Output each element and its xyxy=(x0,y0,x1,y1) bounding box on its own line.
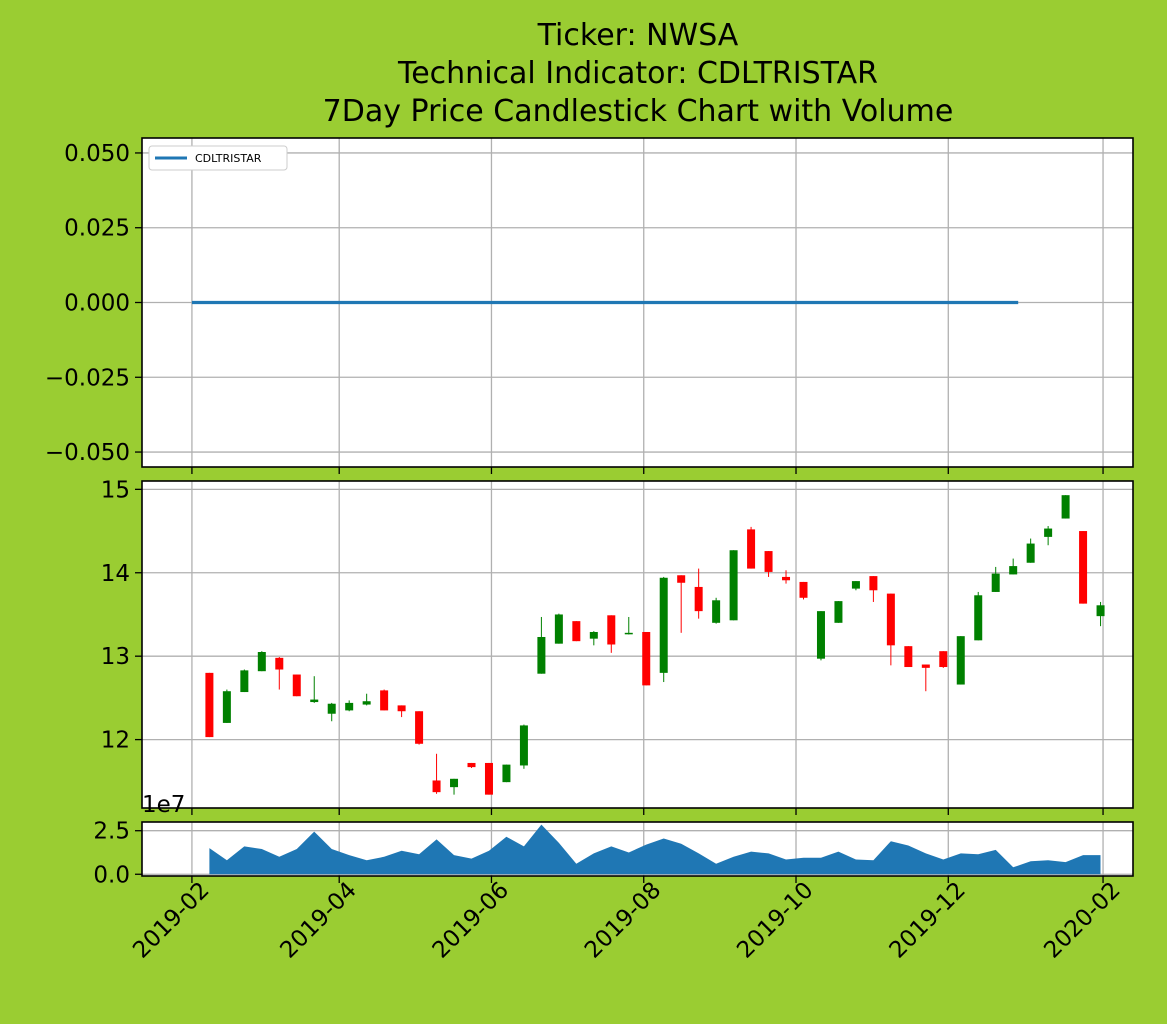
candle-body xyxy=(921,664,930,668)
candle-body xyxy=(345,702,354,711)
candle-body xyxy=(519,725,528,766)
candle-body xyxy=(484,762,493,795)
candle-body xyxy=(397,705,406,712)
x-tick-label: 2019-12 xyxy=(885,877,971,963)
title-line-1: Ticker: NWSA xyxy=(537,18,739,53)
candle-body xyxy=(869,576,878,591)
candle-body xyxy=(362,701,371,705)
candle-body xyxy=(834,601,843,623)
candle-body xyxy=(974,595,983,641)
candle-body xyxy=(222,691,231,723)
candle-body xyxy=(572,621,581,642)
candle-body xyxy=(764,551,773,572)
indicator-ytick-label: −0.025 xyxy=(45,365,130,391)
candle-body xyxy=(467,762,476,768)
candle-body xyxy=(851,581,860,589)
candle-body xyxy=(450,778,459,788)
candle-body xyxy=(1009,566,1018,575)
candle-body xyxy=(380,690,389,711)
x-tick-label: 2019-08 xyxy=(580,877,666,963)
candle-body xyxy=(694,586,703,612)
indicator-ytick-label: 0.050 xyxy=(64,141,130,167)
candle-body xyxy=(904,646,913,668)
candle-body xyxy=(554,614,563,644)
candle-body xyxy=(956,636,965,685)
volume-area xyxy=(209,824,1101,875)
price-ytick-label: 12 xyxy=(101,728,130,754)
candle-body xyxy=(502,764,511,783)
candle-body xyxy=(991,573,1000,592)
candle-body xyxy=(257,652,266,672)
price-ytick-label: 13 xyxy=(101,644,130,670)
candle-body xyxy=(537,636,546,674)
candle-body xyxy=(677,575,686,583)
x-tick-label: 2019-04 xyxy=(275,877,361,963)
candle-body xyxy=(275,657,284,670)
candle-body xyxy=(1044,528,1053,537)
candle-body xyxy=(1079,531,1088,604)
candle-body xyxy=(589,631,598,639)
price-ytick-label: 14 xyxy=(101,561,130,587)
candle-body xyxy=(205,672,214,738)
volume-ytick-label: 2.5 xyxy=(93,819,130,845)
candle-body xyxy=(712,600,721,623)
candle-body xyxy=(1026,543,1035,563)
price-frame xyxy=(141,480,1134,809)
x-tick-label: 2019-02 xyxy=(128,877,214,963)
price-panel: 15 14 13 12 xyxy=(101,477,1134,815)
candle-body xyxy=(310,699,319,703)
indicator-ytick-label: 0.000 xyxy=(64,291,130,317)
volume-offset-label: 1e7 xyxy=(142,792,185,818)
candle-body xyxy=(432,780,441,793)
volume-frame xyxy=(141,821,1134,877)
x-tick-label: 2019-06 xyxy=(428,877,514,963)
candle-body xyxy=(816,611,825,659)
x-tick-label: 2020-02 xyxy=(1039,877,1125,963)
candle-body xyxy=(1096,605,1105,617)
x-tick-label: 2019-10 xyxy=(732,877,818,963)
candle-body xyxy=(659,577,668,673)
candle-body xyxy=(747,529,756,569)
candle-body xyxy=(624,632,633,635)
candle-body xyxy=(799,581,808,598)
candle-body xyxy=(607,615,616,645)
candle-body xyxy=(939,651,948,668)
candle-body xyxy=(240,670,249,693)
candle-body xyxy=(782,576,791,581)
price-plot-area xyxy=(142,481,1133,808)
x-axis: 2019-02 2019-04 2019-06 2019-08 2019-10 2019-… xyxy=(128,877,1125,963)
price-ytick-label: 15 xyxy=(101,477,130,503)
title-line-3: 7Day Price Candlestick Chart with Volume xyxy=(323,94,954,129)
candle-body xyxy=(729,550,738,621)
candle-body xyxy=(292,674,301,697)
legend-label: CDLTRISTAR xyxy=(195,152,262,165)
volume-panel: 2.5 0.0 1e7 xyxy=(93,792,1134,888)
candle-body xyxy=(886,593,895,646)
indicator-frame xyxy=(141,137,1134,468)
candle-body xyxy=(642,631,651,686)
volume-ytick-label: 0.0 xyxy=(93,862,130,888)
candle-body xyxy=(1061,495,1070,519)
indicator-ytick-label: −0.050 xyxy=(45,440,130,466)
candle-body xyxy=(327,703,336,714)
candle-body xyxy=(415,711,424,744)
title-line-2: Technical Indicator: CDLTRISTAR xyxy=(397,56,878,91)
indicator-panel: 0.050 0.025 0.000 −0.025 −0.050 CDLTRISTAR xyxy=(45,137,1134,474)
indicator-ytick-label: 0.025 xyxy=(64,216,130,242)
legend-box xyxy=(148,145,288,171)
